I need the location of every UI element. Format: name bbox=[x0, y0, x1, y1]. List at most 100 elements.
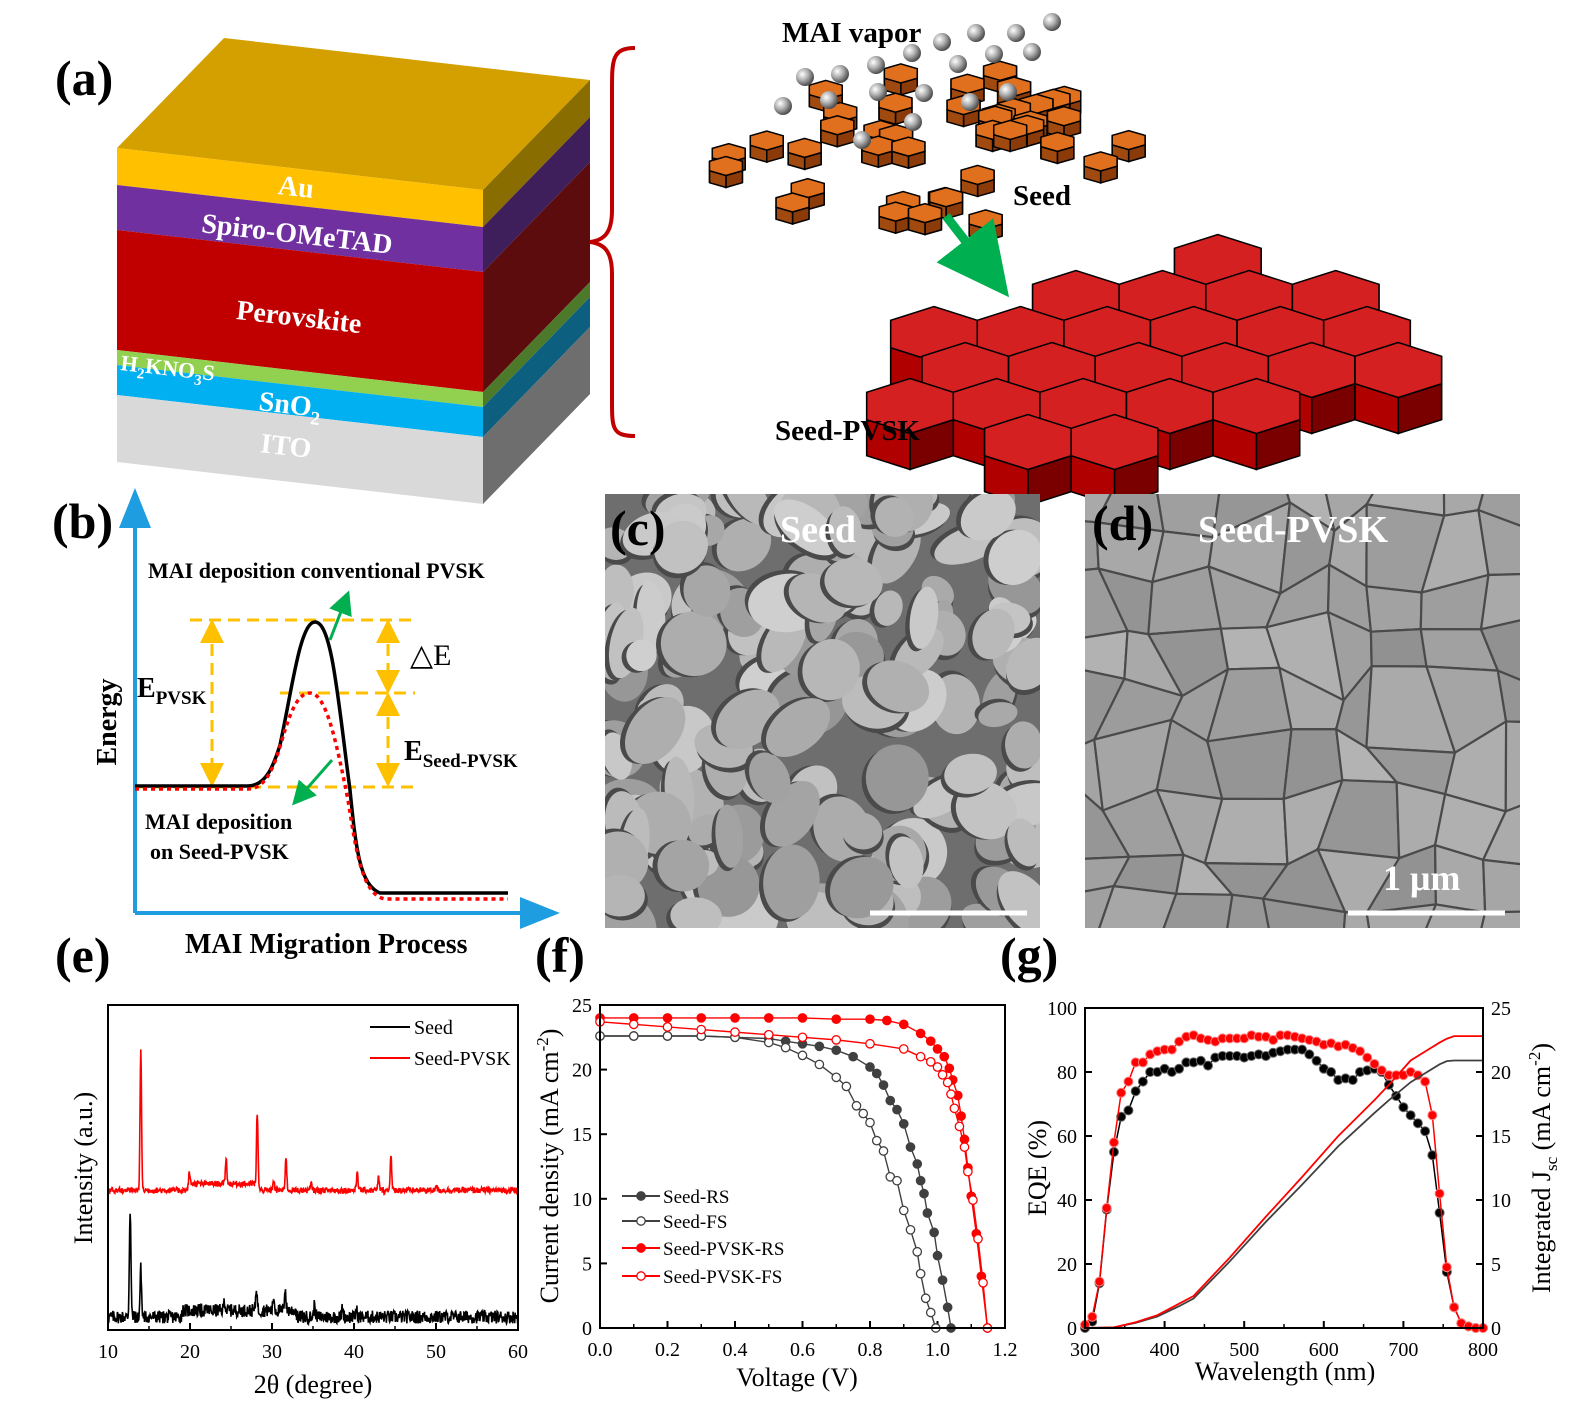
eqe-y-tick-label: 20 bbox=[1057, 1254, 1077, 1276]
panel-label-b: (b) bbox=[52, 493, 113, 549]
eqe-x-axis-title: Wavelength (nm) bbox=[1195, 1357, 1376, 1386]
jv-point bbox=[851, 1100, 862, 1111]
grain bbox=[1365, 903, 1438, 928]
eqe-line bbox=[1084, 1048, 1483, 1329]
legend-marker bbox=[636, 1191, 646, 1201]
e-seed-pvsk-label: ESeed-PVSK bbox=[404, 736, 518, 772]
seed-crystal-top bbox=[1046, 105, 1082, 127]
eqe-point bbox=[1427, 1110, 1438, 1121]
pvsk-grain-top bbox=[1212, 377, 1301, 435]
jv-point bbox=[915, 1268, 926, 1279]
jv-point bbox=[956, 1111, 966, 1121]
grain bbox=[763, 844, 820, 920]
jv-point bbox=[942, 1302, 953, 1313]
jv-point bbox=[905, 1224, 916, 1235]
e-pvsk-label: EPVSK bbox=[137, 673, 207, 709]
jv-point bbox=[763, 1013, 774, 1023]
grain bbox=[1481, 804, 1520, 866]
seed-crystal-top bbox=[950, 73, 985, 95]
eqe-point bbox=[1304, 1049, 1315, 1060]
panel-label-g: (g) bbox=[1000, 927, 1058, 983]
jv-point bbox=[871, 1135, 882, 1146]
grain bbox=[715, 804, 743, 868]
jv-point bbox=[912, 1246, 923, 1257]
grain bbox=[841, 812, 883, 850]
grain bbox=[978, 702, 1018, 728]
eqe-point bbox=[1420, 1076, 1431, 1087]
jv-y-axis-title: Current density (mA cm-2) bbox=[533, 1029, 564, 1304]
grain bbox=[1005, 721, 1040, 769]
layer-side-spiro bbox=[483, 117, 590, 272]
eqe-point bbox=[1130, 1086, 1141, 1097]
sem-d-label: Seed-PVSK bbox=[1198, 509, 1388, 551]
jv-point bbox=[937, 1069, 948, 1080]
grain bbox=[829, 856, 894, 919]
eqe-point bbox=[1166, 1044, 1177, 1055]
jv-point bbox=[925, 1307, 936, 1318]
jv-point bbox=[780, 1042, 791, 1053]
eqe-point bbox=[1376, 1065, 1387, 1076]
conventional-label: MAI deposition conventional PVSK bbox=[148, 558, 485, 583]
seed-crystal-top bbox=[960, 164, 995, 186]
jsc-y-tick-label: 10 bbox=[1491, 1190, 1511, 1212]
jv-point bbox=[892, 1175, 902, 1186]
xrd-x-tick-label: 10 bbox=[98, 1341, 118, 1363]
grain bbox=[626, 639, 657, 672]
energy-diagram: MAI deposition conventional PVSK △E EPVS… bbox=[92, 488, 560, 960]
xrd-series-seed bbox=[107, 1213, 519, 1327]
eqe-y-tick-label: 60 bbox=[1057, 1126, 1077, 1148]
layer-side-ito bbox=[483, 327, 590, 504]
eqe-point bbox=[1137, 1057, 1148, 1068]
legend-marker bbox=[636, 1243, 646, 1253]
jv-point bbox=[919, 1188, 929, 1199]
mai-molecule bbox=[796, 68, 814, 86]
grain bbox=[867, 660, 930, 713]
jv-line-seed-pvsk-fs bbox=[599, 1021, 989, 1329]
grain bbox=[605, 831, 649, 892]
eqe-point bbox=[1434, 1188, 1445, 1199]
layer-label-interlayer: H2KNO3S bbox=[119, 350, 216, 391]
jv-point bbox=[814, 1059, 825, 1070]
jv-point bbox=[696, 1024, 707, 1035]
mai-molecule bbox=[999, 83, 1017, 101]
seed-crystal-top bbox=[968, 209, 1003, 230]
grain bbox=[828, 506, 863, 555]
jv-x-tick-label: 0.6 bbox=[790, 1339, 815, 1361]
eqe-point bbox=[1094, 1276, 1105, 1287]
seed-crystal-top bbox=[891, 136, 926, 157]
layer-side-au bbox=[483, 80, 590, 227]
jv-point bbox=[628, 1019, 639, 1030]
legend-label: Seed-PVSK-FS bbox=[663, 1267, 782, 1288]
grain bbox=[1480, 910, 1520, 928]
jv-point bbox=[730, 1027, 740, 1037]
seed-crystal-top bbox=[982, 60, 1018, 82]
eqe-point bbox=[1108, 1137, 1119, 1148]
xrd-x-tick-label: 30 bbox=[262, 1341, 282, 1363]
xrd-x-axis-title: 2θ (degree) bbox=[254, 1370, 373, 1399]
xrd-x-tick-label: 40 bbox=[344, 1341, 364, 1363]
jv-point bbox=[831, 1014, 842, 1025]
grain bbox=[716, 518, 772, 572]
grain bbox=[875, 497, 915, 537]
seed-pvsk-label: Seed-PVSK bbox=[775, 415, 920, 447]
jv-point bbox=[973, 1234, 983, 1244]
mai-molecule bbox=[1007, 24, 1025, 42]
layer-front-au bbox=[117, 148, 483, 227]
jv-point bbox=[932, 1062, 943, 1072]
layer-side-perovskite bbox=[483, 162, 590, 392]
layer-front-spiro bbox=[117, 185, 483, 272]
grain bbox=[1477, 494, 1520, 527]
jv-point bbox=[878, 1080, 889, 1090]
grain bbox=[749, 752, 791, 804]
grain bbox=[605, 874, 645, 917]
panel-label-c: (c) bbox=[610, 500, 666, 556]
layer-front-ito bbox=[117, 395, 483, 504]
eqe-point bbox=[1434, 1207, 1445, 1218]
jv-point bbox=[905, 1142, 916, 1152]
jv-y-tick-label: 0 bbox=[582, 1318, 592, 1340]
jv-point bbox=[763, 1029, 774, 1040]
jv-point bbox=[865, 1014, 875, 1025]
seed-crystal-top bbox=[708, 155, 744, 177]
grain bbox=[1479, 573, 1520, 631]
